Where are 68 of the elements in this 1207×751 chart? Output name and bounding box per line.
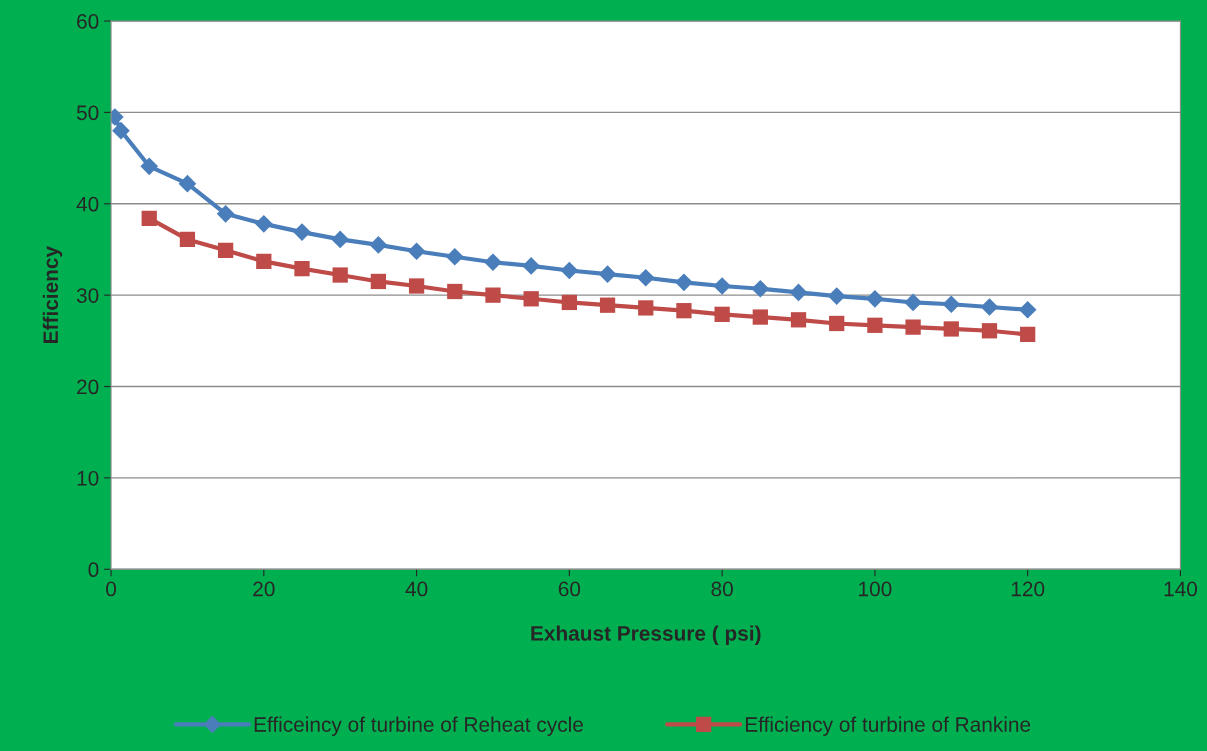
point [752,309,768,325]
point [943,321,959,337]
y-tick-label: 0 [88,562,99,578]
point [332,267,348,283]
point [254,215,273,233]
point [675,273,693,292]
point [140,157,159,176]
x-tick-label: 0 [106,581,117,597]
y-tick-label: 40 [76,196,99,212]
point [827,287,846,305]
point [484,253,502,272]
point [485,287,501,303]
legend-label: Efficeincy of turbine of Reheat cycle [254,716,583,737]
point [179,231,196,248]
x-tick-label: 60 [558,581,581,597]
y-tick-label: 30 [76,288,99,303]
legend-label: Efficiency of turbine of Rankine [745,716,1031,737]
point [598,265,617,283]
point [447,283,463,300]
point [522,257,541,275]
point [369,236,388,254]
y-axis-title: Efficiency [42,246,63,343]
x-tick-label: 40 [405,581,428,597]
point [636,268,655,287]
point [980,298,999,316]
point [331,230,350,249]
point [408,278,425,294]
x-tick-label: 20 [253,581,275,597]
point [560,261,579,280]
point [905,319,921,335]
point [561,294,577,311]
x-tick-label: 140 [1164,581,1198,597]
point [790,312,807,328]
x-axis-title: Exhaust Pressure ( psi) [531,625,761,645]
point [942,295,961,314]
point [638,300,654,316]
x-tick-label: 120 [1011,581,1045,597]
point [112,121,130,140]
point [407,242,426,261]
x-tick-label: 80 [711,581,733,597]
point [713,277,731,295]
y-tick-label: 60 [77,14,99,29]
point [866,289,884,308]
point [523,291,539,307]
y-tick-label: 50 [76,105,99,121]
point [904,293,922,312]
point [217,242,234,259]
point [178,174,197,193]
point [445,247,464,266]
point [1018,300,1037,319]
point [714,306,730,322]
point [676,303,692,319]
point [751,279,770,298]
y-tick-label: 20 [77,379,99,395]
point [1020,326,1036,343]
y-tick-label: 10 [77,470,99,486]
point [981,323,998,339]
point [293,223,311,241]
point [216,204,235,223]
point [256,253,272,269]
point [789,283,808,302]
point [370,273,387,290]
point [829,315,845,332]
point [294,261,310,277]
point [867,317,883,333]
x-tick-label: 100 [859,581,892,597]
point [599,297,616,313]
point [141,210,157,227]
